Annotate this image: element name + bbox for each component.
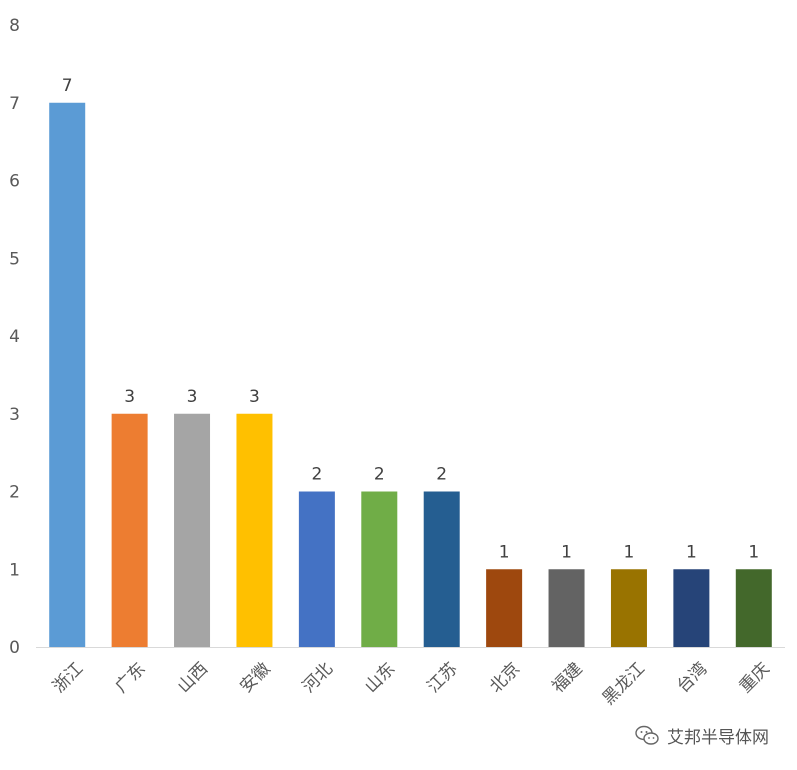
y-tick-label: 0 [9,638,20,658]
x-tick-label: 福建 [548,659,586,697]
bar [174,413,211,647]
x-tick-label: 江苏 [424,659,462,697]
data-label: 1 [686,542,697,562]
data-label: 2 [374,465,385,485]
wechat-icon [635,725,659,745]
bar [49,102,86,647]
bar [735,569,772,647]
data-label: 7 [62,76,73,96]
y-tick-label: 5 [9,249,20,269]
y-tick-label: 6 [9,172,20,192]
bar [486,569,523,647]
watermark: 艾邦半导体网 [635,723,769,748]
y-axis: 0 1 2 3 4 5 6 7 8 [9,16,20,658]
bars [49,102,772,647]
x-axis: 浙江 广东 山西 安徽 河北 山东 江苏 北京 福建 黑龙江 台湾 重庆 [49,659,774,709]
y-tick-label: 3 [9,405,20,425]
bar [673,569,710,647]
bar [361,491,398,647]
watermark-text: 艾邦半导体网 [667,728,769,748]
x-tick-label: 广东 [111,659,149,697]
bar [423,491,460,647]
data-label: 1 [748,542,759,562]
x-tick-label: 重庆 [736,659,774,697]
data-labels: 7 3 3 3 2 2 2 1 1 1 1 1 [62,76,759,563]
x-tick-label: 山西 [174,659,212,697]
data-label: 1 [561,542,572,562]
data-label: 2 [436,465,447,485]
bar [548,569,585,647]
y-tick-label: 1 [9,560,20,580]
data-label: 1 [624,542,635,562]
y-tick-label: 4 [9,327,20,347]
y-tick-label: 7 [9,94,20,114]
bar [298,491,335,647]
bar [610,569,647,647]
x-tick-label: 黑龙江 [599,659,649,709]
data-label: 2 [311,465,322,485]
data-label: 3 [124,387,135,407]
data-label: 1 [499,542,510,562]
bar [236,413,273,647]
x-tick-label: 山东 [361,659,399,697]
x-tick-label: 北京 [486,659,524,697]
x-tick-label: 台湾 [673,659,711,697]
x-tick-label: 安徽 [236,659,274,697]
data-label: 3 [187,387,198,407]
x-tick-label: 河北 [299,659,337,697]
bar [111,413,148,647]
data-label: 3 [249,387,260,407]
y-tick-label: 8 [9,16,20,36]
y-tick-label: 2 [9,483,20,503]
x-tick-label: 浙江 [49,659,87,697]
